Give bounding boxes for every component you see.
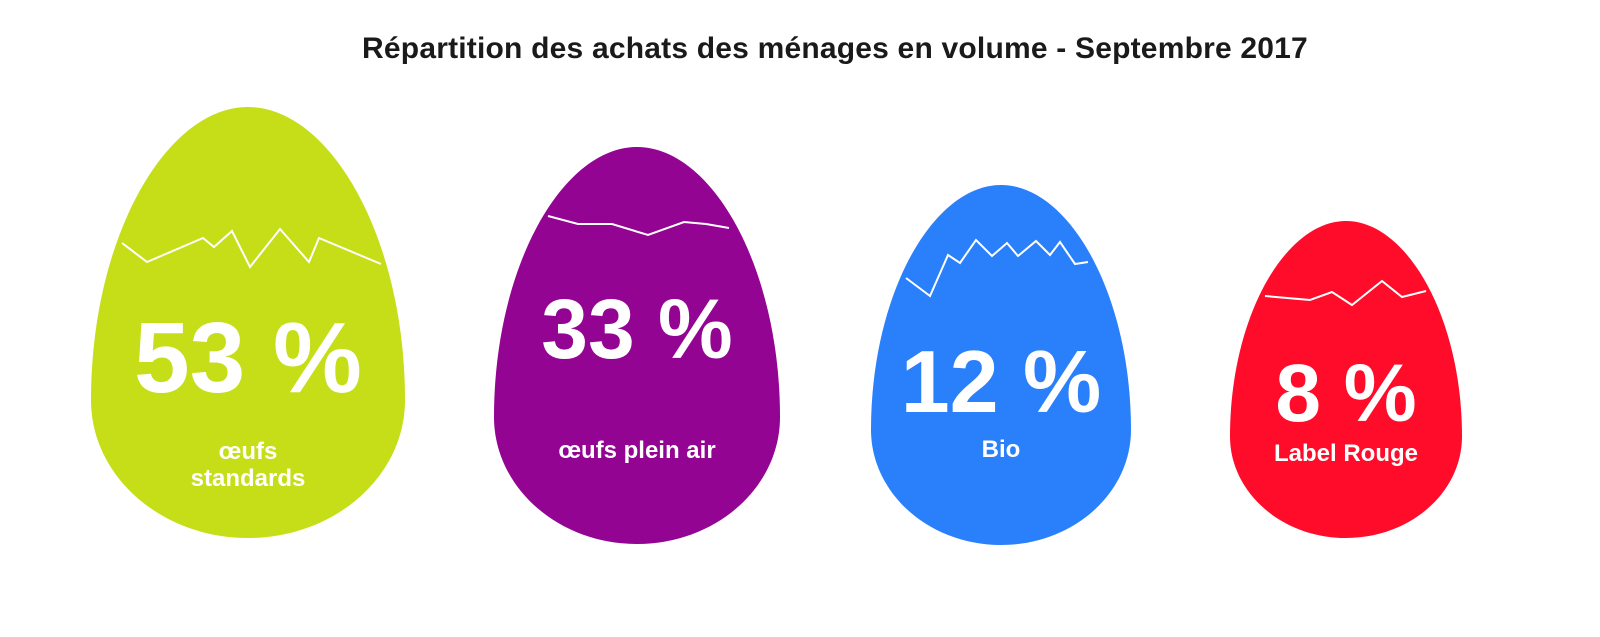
category-label-label-rouge: Label Rouge — [1274, 440, 1418, 467]
egg-crack-line — [547, 215, 730, 237]
category-label-bio: Bio — [982, 436, 1021, 463]
value-label-oeufs-plein-air: 33 % — [541, 282, 732, 376]
value-label-bio: 12 % — [901, 332, 1102, 431]
egg-crack-line — [121, 227, 382, 269]
value-label-label-rouge: 8 % — [1275, 348, 1416, 439]
egg-bio: 12 % Bio — [871, 185, 1131, 545]
egg-shape-label-rouge — [1230, 221, 1462, 538]
egg-shape-bio — [871, 185, 1131, 545]
category-label-oeufs-plein-air: œufs plein air — [558, 437, 715, 464]
egg-oeufs-plein-air: 33 % œufs plein air — [494, 147, 780, 544]
value-label-oeufs-standards: 53 % — [134, 302, 362, 414]
egg-shape-oeufs-standards — [91, 107, 405, 538]
category-label-oeufs-standards: standards — [191, 465, 306, 492]
egg-shape-oeufs-plein-air — [494, 147, 780, 544]
category-label-oeufs-standards: œufs — [219, 438, 278, 465]
egg-crack-line — [1264, 279, 1427, 307]
chart-title: Répartition des achats des ménages en vo… — [362, 32, 1308, 65]
egg-crack-line — [905, 238, 1089, 298]
egg-label-rouge: 8 %Label Rouge — [1230, 221, 1462, 538]
